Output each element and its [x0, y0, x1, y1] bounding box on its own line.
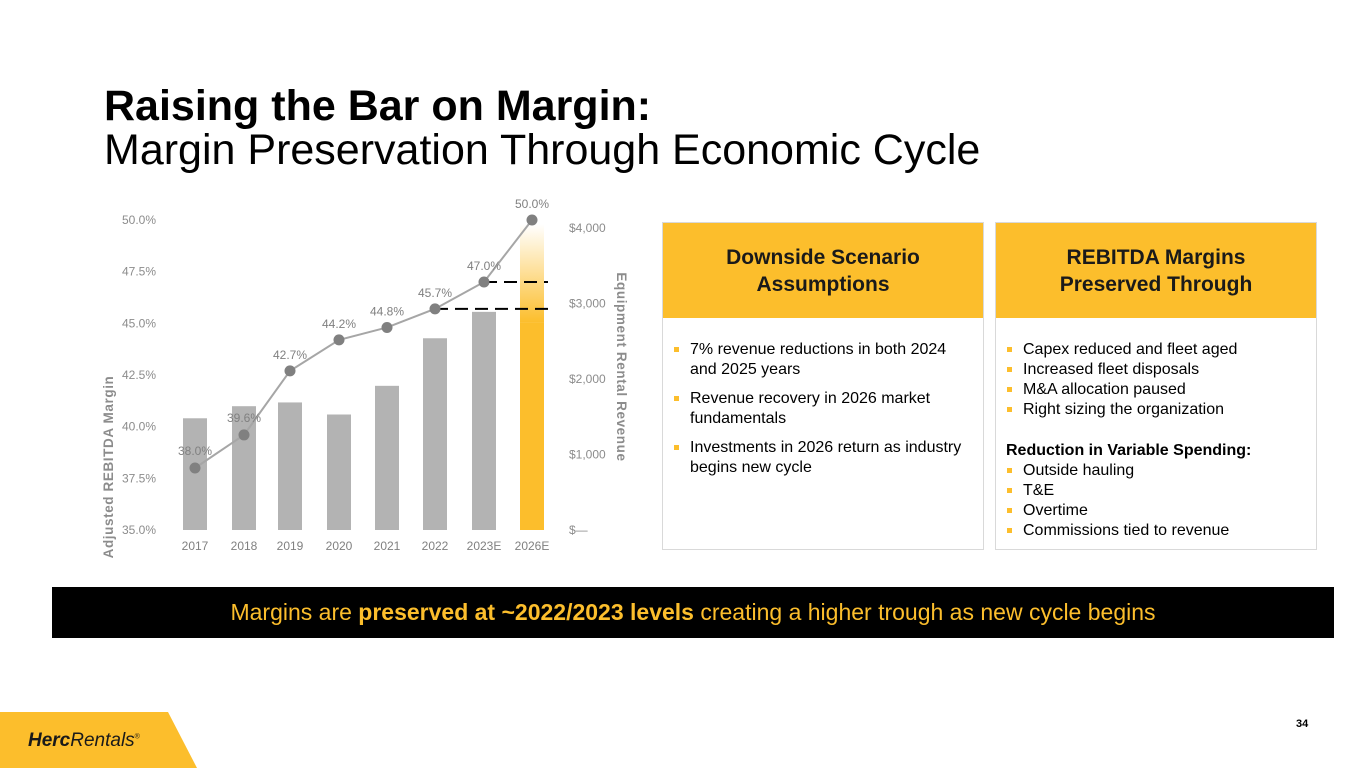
right-axis-tick: $—	[569, 523, 588, 537]
x-axis-label: 2021	[374, 539, 401, 553]
bar	[232, 406, 256, 530]
bar	[375, 385, 399, 530]
left-axis-tick: 37.5%	[122, 471, 156, 485]
x-axis-label: 2022	[422, 539, 449, 553]
revenue-margin-chart: 35.0% 37.5% 40.0% 42.5% 45.0% 47.5% 50.0% $— $1…	[101, 197, 629, 559]
list-item: Increased fleet disposals	[1006, 360, 1304, 380]
list-item: Capex reduced and fleet aged	[1006, 340, 1304, 360]
banner-highlight: preserved at ~2022/2023 levels	[358, 599, 694, 625]
herc-rentals-logo: HercRentals®	[28, 730, 140, 751]
list-item: Right sizing the organization	[1006, 400, 1304, 420]
key-message-banner: Margins are preserved at ~2022/2023 leve…	[52, 587, 1334, 638]
title-block: Raising the Bar on Margin: Margin Preser…	[104, 84, 980, 172]
downside-scenario-panel: Downside Scenario Assumptions 7% revenue…	[662, 222, 984, 550]
rebitda-margins-heading: REBITDA Margins Preserved Through	[996, 223, 1316, 318]
list-item: 7% revenue reductions in both 2024 and 2…	[673, 340, 971, 380]
x-axis-label: 2019	[277, 539, 304, 553]
margin-point	[284, 365, 296, 377]
margin-point	[333, 334, 345, 346]
data-label: 50.0%	[515, 197, 549, 211]
data-label: 47.0%	[467, 259, 501, 273]
margin-point	[238, 429, 250, 441]
left-axis-title: Adjusted REBITDA Margin	[101, 376, 116, 559]
list-item: T&E	[1006, 481, 1304, 501]
list-item: Commissions tied to revenue	[1006, 521, 1304, 541]
x-axis-label: 2023E	[467, 539, 502, 553]
x-axis-label: 2020	[326, 539, 353, 553]
bar	[423, 338, 447, 530]
list-item: Investments in 2026 return as industry b…	[673, 438, 971, 478]
bar-2026e-upside	[520, 224, 544, 323]
list-item: Revenue recovery in 2026 market fundamen…	[673, 389, 971, 429]
data-label: 38.0%	[178, 444, 212, 458]
data-label: 44.2%	[322, 317, 356, 331]
margin-line	[194, 219, 533, 469]
margin-point	[526, 214, 538, 226]
data-label: 42.7%	[273, 348, 307, 362]
x-axis-label: 2026E	[515, 539, 550, 553]
page-title: Raising the Bar on Margin:	[104, 82, 652, 130]
x-axis-label: 2018	[231, 539, 258, 553]
right-axis-tick: $3,000	[569, 297, 606, 311]
page-number: 34	[1296, 718, 1309, 730]
banner-text-end: creating a higher trough as new cycle be…	[693, 599, 1156, 625]
data-label: 45.7%	[418, 286, 452, 300]
margin-point	[478, 276, 490, 288]
list-item: M&A allocation paused	[1006, 380, 1304, 400]
left-axis-tick: 45.0%	[122, 316, 156, 330]
data-label: 39.6%	[227, 411, 261, 425]
right-axis-tick: $4,000	[569, 221, 606, 235]
downside-scenario-heading: Downside Scenario Assumptions	[663, 223, 983, 318]
page-subtitle: Margin Preservation Through Economic Cyc…	[104, 126, 981, 174]
left-axis-tick: 42.5%	[122, 368, 156, 382]
list-item: Outside hauling	[1006, 461, 1304, 481]
margin-point	[381, 321, 393, 333]
left-axis-tick: 47.5%	[122, 265, 156, 279]
rebitda-margins-panel: REBITDA Margins Preserved Through Capex …	[995, 222, 1317, 550]
left-axis-tick: 40.0%	[122, 420, 156, 434]
data-label: 44.8%	[370, 304, 404, 318]
bar-2026e	[520, 322, 544, 530]
list-item: Overtime	[1006, 501, 1304, 521]
right-axis-tick: $1,000	[569, 448, 606, 462]
logo-background	[0, 712, 197, 768]
bar	[183, 418, 207, 530]
variable-spending-heading: Reduction in Variable Spending:	[1006, 442, 1252, 459]
banner-text-start: Margins are	[230, 599, 359, 625]
x-axis-label: 2017	[182, 539, 209, 553]
margin-point	[189, 462, 201, 474]
bar	[472, 311, 496, 530]
right-axis-title: Equipment Rental Revenue	[614, 272, 629, 461]
left-axis-tick: 50.0%	[122, 213, 156, 227]
right-axis-tick: $2,000	[569, 372, 606, 386]
bar	[278, 402, 302, 530]
bar	[327, 414, 351, 530]
margin-point	[429, 303, 441, 315]
left-axis-tick: 35.0%	[122, 523, 156, 537]
